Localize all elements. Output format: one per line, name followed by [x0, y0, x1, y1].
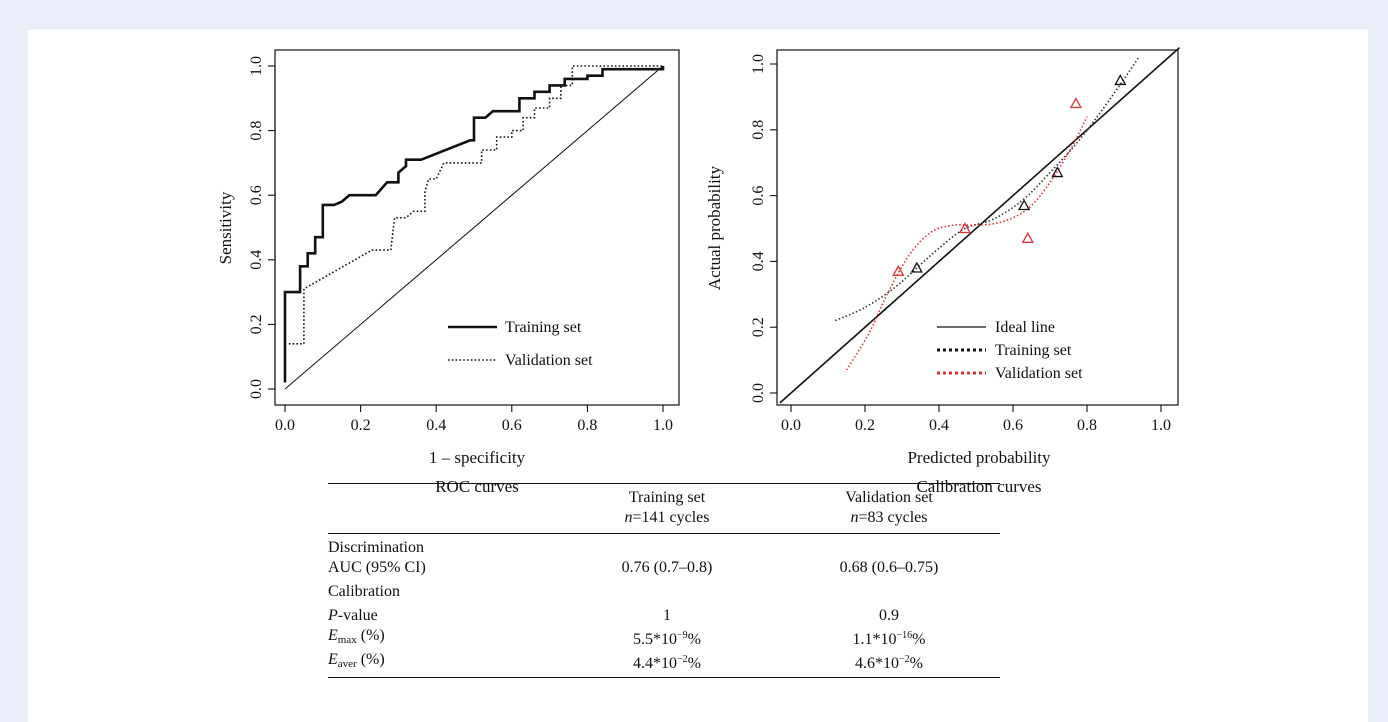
roc-legend-label-validation: Validation set — [505, 352, 593, 369]
roc-diagonal-reference — [284, 65, 664, 390]
emax-validation: 1.1*10−16% — [852, 630, 926, 648]
cal-training-point — [1017, 199, 1031, 211]
figure-panel — [28, 30, 1368, 722]
eaver-training: 4.4*10−2% — [556, 650, 778, 678]
cal-y-tick-label: 1.0 — [750, 54, 767, 74]
cal-legend-label-training: Training set — [995, 342, 1072, 359]
cal-x-tick-label: 0.6 — [1003, 417, 1023, 434]
roc-ylabel: Sensitivity — [216, 191, 235, 264]
roc-legend: Training set Validation set — [448, 319, 593, 369]
roc-y-tick-label: 0.2 — [248, 314, 265, 334]
cal-legend: Ideal line Training set Validation set — [937, 319, 1083, 382]
header-validation-title: Validation set — [778, 483, 1000, 508]
table-row-auc: AUC (95% CI) 0.76 (0.7–0.8) 0.68 (0.6–0.… — [328, 558, 1000, 578]
emax-label: Emax (%) — [328, 627, 385, 646]
auc-label: AUC (95% CI) — [328, 559, 426, 576]
cal-training-point — [1114, 74, 1127, 86]
roc-y-tick-label: 0.8 — [248, 121, 265, 141]
cal-training-point — [910, 261, 923, 273]
pvalue-training: 1 — [663, 607, 671, 624]
roc-x-tick-label: 1.0 — [653, 417, 673, 434]
cal-series-training-curve — [835, 56, 1140, 322]
table-row-emax: Emax (%) 5.5*10−9% 1.1*10−16% — [328, 626, 1000, 650]
cal-training-point — [1051, 166, 1064, 178]
roc-x-tick-label: 0.2 — [351, 417, 371, 434]
cal-legend-label-ideal: Ideal line — [995, 319, 1055, 336]
header-validation-n: n=83 cycles — [778, 508, 1000, 534]
eaver-label: Eaver (%) — [328, 650, 556, 678]
cal-y-tick-label: 0.8 — [750, 120, 767, 140]
cal-y-tick-label: 0.2 — [750, 317, 767, 337]
pvalue-label: P-value — [328, 607, 378, 624]
cal-validation-point — [1021, 232, 1034, 244]
table-header-row-2: n=141 cycles n=83 cycles — [328, 508, 1000, 534]
roc-y-tick-label: 0.4 — [248, 250, 265, 270]
table-row-eaver: Eaver (%) 4.4*10−2% 4.6*10−2% — [328, 650, 1000, 678]
emax-training: 5.5*10−9% — [633, 630, 701, 648]
cal-validation-point — [958, 222, 972, 234]
header-training-n: n=141 cycles — [556, 508, 778, 534]
cal-xlabel: Predicted probability — [907, 448, 1051, 467]
cal-legend-label-validation: Validation set — [995, 365, 1083, 382]
auc-training: 0.76 (0.7–0.8) — [621, 559, 713, 576]
table-row-discrimination: Discrimination — [328, 534, 1000, 559]
cal-series-ideal-line — [779, 47, 1181, 404]
cal-x-tick-label: 1.0 — [1151, 417, 1171, 434]
cal-validation-point — [892, 264, 905, 276]
cal-series-validation-curve — [845, 116, 1088, 371]
table-row-pvalue: P-value 1 0.9 — [328, 602, 1000, 626]
roc-y-tick-label: 0.0 — [248, 379, 265, 399]
section-discrimination: Discrimination — [328, 539, 424, 556]
table-row-calibration: Calibration — [328, 578, 1000, 602]
roc-xlabel: 1 – specificity — [429, 448, 526, 467]
table-header-row-1: Training set Validation set — [328, 483, 1000, 508]
roc-series-training — [283, 66, 665, 383]
eaver-validation: 4.6*10−2% — [778, 650, 1000, 678]
cal-y-tick-label: 0.0 — [750, 383, 767, 403]
cal-y-tick-label: 0.6 — [750, 186, 767, 206]
roc-x-tick-label: 0.6 — [502, 417, 522, 434]
cal-y-tick-label: 0.4 — [750, 251, 767, 271]
roc-series-validation — [288, 65, 663, 345]
cal-validation-point — [1069, 97, 1083, 109]
roc-x-tick-label: 0.4 — [426, 417, 446, 434]
cal-x-tick-label: 0.0 — [781, 417, 801, 434]
cal-ylabel: Actual probability — [705, 165, 724, 290]
header-training-title: Training set — [556, 483, 778, 508]
pvalue-validation: 0.9 — [879, 607, 899, 624]
cal-x-tick-label: 0.8 — [1077, 417, 1097, 434]
roc-x-tick-label: 0.0 — [275, 417, 295, 434]
roc-y-tick-label: 1.0 — [248, 56, 265, 76]
cal-x-tick-label: 0.2 — [855, 417, 875, 434]
auc-validation: 0.68 (0.6–0.75) — [839, 559, 939, 576]
section-calibration: Calibration — [328, 583, 400, 600]
roc-y-tick-label: 0.6 — [248, 185, 265, 205]
roc-legend-label-training: Training set — [505, 319, 582, 336]
stats-table: Training set Validation set n=141 cycles… — [328, 483, 1000, 678]
roc-x-tick-label: 0.8 — [577, 417, 597, 434]
cal-x-tick-label: 0.4 — [929, 417, 949, 434]
